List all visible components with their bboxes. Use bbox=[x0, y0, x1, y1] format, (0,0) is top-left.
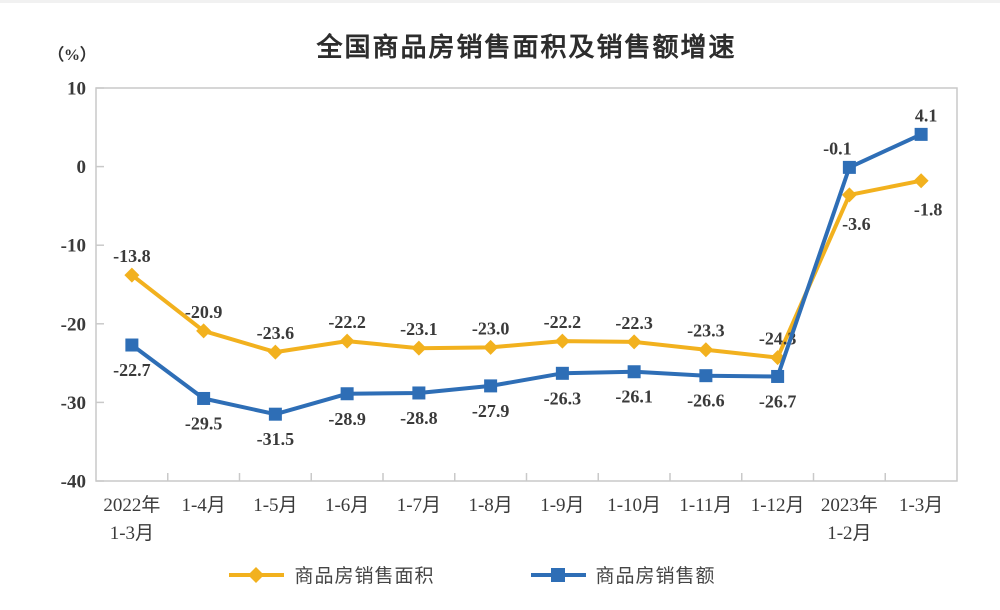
data-point-marker bbox=[699, 369, 713, 383]
chart-legend: 商品房销售面积 商品房销售额 bbox=[0, 561, 972, 588]
x-tick-label: 1-3月 bbox=[899, 495, 943, 516]
data-point-label: -29.5 bbox=[185, 413, 223, 433]
data-point-marker bbox=[339, 333, 355, 349]
data-point-marker bbox=[411, 340, 427, 356]
x-tick-label: 1-10月 bbox=[607, 495, 661, 516]
data-point-marker bbox=[267, 344, 283, 360]
y-tick-label: -20 bbox=[61, 314, 86, 335]
legend-label-sales-amount: 商品房销售额 bbox=[595, 566, 716, 587]
data-point-label: -26.6 bbox=[687, 391, 725, 411]
series-line-0 bbox=[129, 178, 924, 360]
y-tick-label: 10 bbox=[67, 79, 86, 100]
y-axis-unit-label: （%） bbox=[48, 47, 97, 64]
data-point-marker bbox=[627, 365, 641, 379]
data-point-label: -22.7 bbox=[113, 360, 151, 380]
chart-title: 全国商品房销售面积及销售额增速 bbox=[316, 32, 737, 62]
legend-line-square-icon bbox=[530, 567, 586, 582]
data-point-marker bbox=[412, 386, 426, 400]
data-point-marker bbox=[554, 333, 570, 349]
data-point-marker bbox=[914, 127, 928, 141]
data-point-label: -26.3 bbox=[544, 388, 582, 408]
x-tick-label: 1-2月 bbox=[827, 523, 871, 544]
x-tick-label: 1-4月 bbox=[181, 495, 225, 516]
data-point-marker bbox=[196, 323, 212, 339]
data-point-marker bbox=[555, 366, 569, 380]
x-tick-label: 1-3月 bbox=[110, 523, 154, 544]
legend-item-sales-area: 商品房销售面积 bbox=[228, 561, 434, 588]
data-point-label: -27.9 bbox=[472, 401, 510, 421]
x-tick-label: 2023年 bbox=[821, 494, 878, 516]
data-point-label: -13.8 bbox=[113, 246, 151, 266]
y-tick-label: 0 bbox=[77, 157, 87, 178]
data-point-marker bbox=[841, 187, 857, 203]
data-point-marker bbox=[197, 391, 211, 405]
data-point-marker bbox=[484, 379, 498, 393]
legend-item-sales-amount: 商品房销售额 bbox=[530, 561, 716, 588]
data-point-label: -28.8 bbox=[400, 408, 438, 428]
x-tick-label: 2022年 bbox=[103, 494, 160, 516]
data-point-marker bbox=[626, 334, 642, 350]
data-point-label: -23.1 bbox=[400, 319, 438, 339]
data-point-marker bbox=[340, 387, 354, 401]
data-point-marker bbox=[125, 338, 139, 352]
y-tick-label: -40 bbox=[61, 472, 86, 493]
data-point-marker bbox=[771, 369, 785, 383]
data-point-marker bbox=[842, 160, 856, 174]
legend-label-sales-area: 商品房销售面积 bbox=[294, 566, 435, 587]
series-line-1 bbox=[129, 132, 924, 417]
data-point-label: -26.7 bbox=[759, 391, 797, 411]
x-tick-label: 1-6月 bbox=[325, 495, 369, 516]
y-tick-label: -30 bbox=[61, 393, 86, 414]
x-tick-label: 1-9月 bbox=[540, 495, 584, 516]
data-point-label: -3.6 bbox=[842, 214, 871, 234]
y-tick-label: -10 bbox=[61, 236, 86, 257]
data-point-marker bbox=[698, 342, 714, 358]
x-tick-label: 1-8月 bbox=[468, 495, 512, 516]
legend-line-diamond-icon bbox=[229, 566, 285, 583]
data-point-label: -31.5 bbox=[257, 429, 295, 449]
data-point-label: -0.1 bbox=[823, 138, 852, 158]
data-point-marker bbox=[913, 173, 929, 189]
data-point-label: -23.0 bbox=[472, 318, 510, 338]
data-point-label: -26.1 bbox=[615, 387, 653, 407]
line-chart: 10 0 -10 -20 -30 -40 2022年 1-3月 1-4月 1-5月 1-6月 1-7月… bbox=[61, 79, 958, 544]
x-tick-label: 1-7月 bbox=[397, 495, 441, 516]
data-point-label: -28.9 bbox=[328, 409, 366, 429]
data-point-marker bbox=[268, 407, 282, 421]
data-point-label: 4.1 bbox=[915, 105, 938, 125]
data-point-label: -1.8 bbox=[914, 200, 943, 220]
data-point-label: -23.6 bbox=[257, 323, 295, 343]
data-point-label: -20.9 bbox=[185, 302, 223, 322]
x-tick-label: 1-5月 bbox=[253, 495, 297, 516]
data-point-label: -22.2 bbox=[328, 312, 366, 332]
data-point-label: -22.2 bbox=[544, 312, 582, 332]
data-point-label: -22.3 bbox=[615, 313, 653, 333]
x-tick-label: 1-12月 bbox=[751, 495, 805, 516]
data-point-marker bbox=[124, 267, 140, 283]
x-tick-label: 1-11月 bbox=[679, 495, 732, 516]
data-point-marker bbox=[483, 339, 499, 355]
data-point-label: -23.3 bbox=[687, 321, 725, 341]
